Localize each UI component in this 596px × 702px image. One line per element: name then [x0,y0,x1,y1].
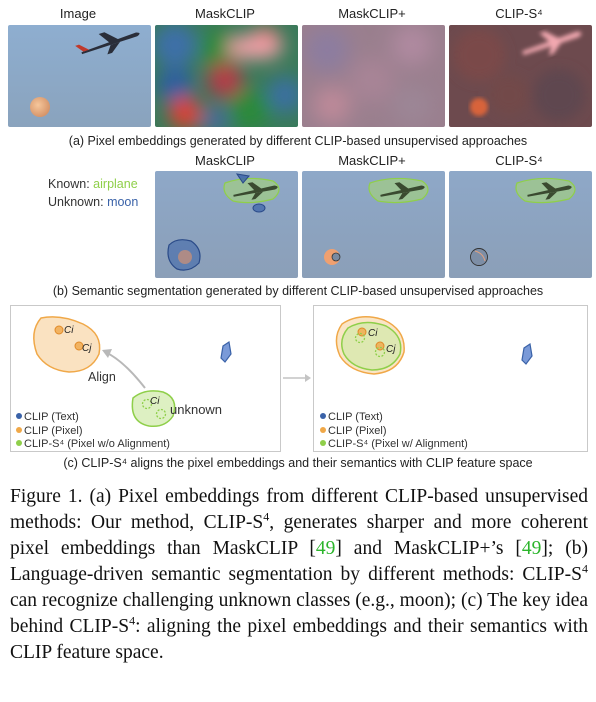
known-class: airplane [93,177,138,191]
legend-left-s4: CLIP-S⁴ (Pixel w/o Alignment) [16,438,170,452]
figure-caption: Figure 1. (a) Pixel embeddings from diff… [10,486,588,663]
image-panel-clip-s4 [449,25,592,127]
align-label: Align [88,370,116,384]
cj-label-right: Cj [386,344,396,355]
legend-right-text: CLIP (Text) [320,411,468,425]
caption-b: (b) Semantic segmentation generated by d… [52,284,544,298]
ci-label-left: Ci [64,325,74,336]
caption-a: (a) Pixel embeddings generated by differ… [68,134,528,148]
legend-right-pixel: CLIP (Pixel) [320,425,468,439]
text-embedding-left [220,340,232,363]
airplane-icon [75,32,140,55]
header-maskclip-plus: MaskCLIP+ [338,6,406,21]
legend-left: CLIP (Text) CLIP (Pixel) CLIP-S⁴ (Pixel … [16,411,170,452]
header-b-clip-s4: CLIP-S⁴ [495,153,543,168]
header-b-maskclip: MaskCLIP [195,153,255,168]
header-maskclip: MaskCLIP [195,6,255,21]
diagram-left-shapes [33,316,232,428]
unknown-label: unknown [170,402,223,417]
cj-label-left: Cj [82,343,92,354]
citation-link-2[interactable]: 49 [521,538,542,559]
known-label: Known: airplane [48,177,138,191]
legend-left-text: CLIP (Text) [16,411,170,425]
seg-panel-clip-s4 [449,171,592,278]
image-panel-original [8,25,151,127]
caption-c: (c) CLIP-S⁴ aligns the pixel embeddings … [63,456,533,470]
aligned-cluster-right [341,321,402,371]
transition-arrow [283,374,311,382]
unknown-class: moon [107,195,139,209]
citation-link-1[interactable]: 49 [315,538,336,559]
seg-panel-maskclip-plus [302,171,445,278]
header-image: Image [59,6,97,21]
moon-icon [30,97,50,117]
seg-panel-maskclip [155,171,298,278]
diagram-box-right [313,305,588,452]
ci-label-right: Ci [368,328,378,339]
text-embedding-right [521,342,533,365]
legend-left-pixel: CLIP (Pixel) [16,425,170,439]
known-unknown-legend: Known: airplane Unknown: moon [48,175,138,211]
ci-label-unknown: Ci [150,396,160,407]
diagram-right-shapes [335,316,533,375]
header-b-maskclip-plus: MaskCLIP+ [338,153,406,168]
image-panel-maskclip [155,25,298,127]
unknown-label: Unknown: moon [48,195,139,209]
legend-right-s4: CLIP-S⁴ (Pixel w/ Alignment) [320,438,468,452]
image-panel-maskclip-plus [302,25,445,127]
header-clip-s4: CLIP-S⁴ [495,6,543,21]
legend-right: CLIP (Text) CLIP (Pixel) CLIP-S⁴ (Pixel … [320,411,468,452]
pixel-cluster-left [33,316,101,373]
